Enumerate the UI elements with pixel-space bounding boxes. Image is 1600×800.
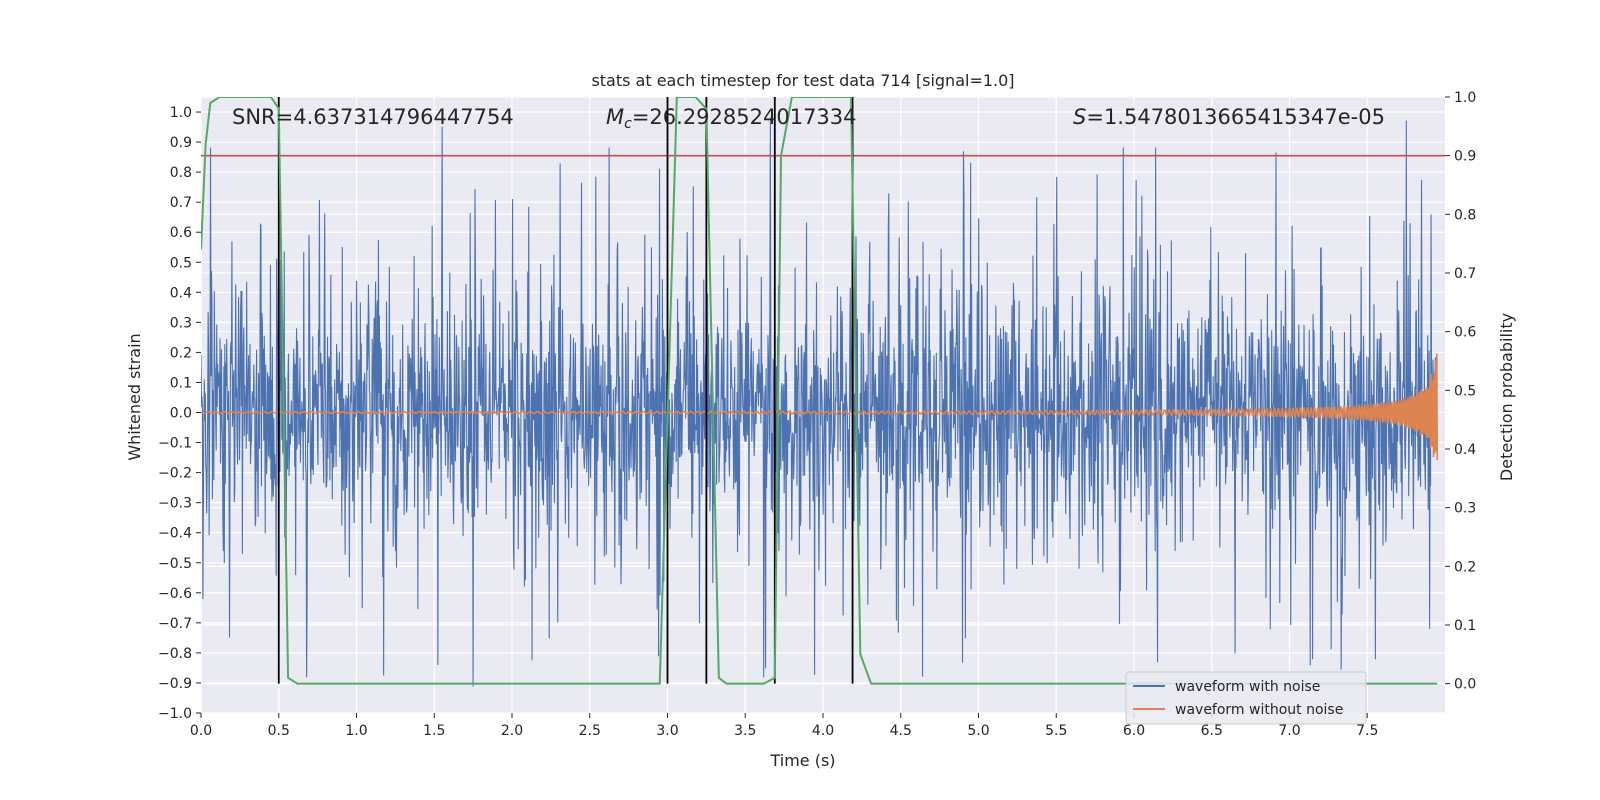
y-tick-label-right: 0.7 xyxy=(1454,266,1476,282)
x-tick-label: 0.5 xyxy=(268,723,290,739)
y-tick-label-left: −0.9 xyxy=(158,676,192,692)
series-waveform-with-noise xyxy=(201,117,1438,687)
x-tick-label: 6.0 xyxy=(1123,723,1145,739)
y-axis-left-ticks: −1.0 −0.9 −0.8 −0.7 −0.6 −0.5 −0.4 −0.3 −0.2 −0.1… xyxy=(158,105,201,722)
x-tick-label: 4.5 xyxy=(890,723,912,739)
y-axis-right-label: Detection probability xyxy=(1497,313,1516,481)
y-tick-label-left: −0.6 xyxy=(158,586,192,602)
x-tick-label: 7.0 xyxy=(1278,723,1300,739)
x-tick-label: 5.5 xyxy=(1045,723,1067,739)
y-tick-label-left: −0.8 xyxy=(158,646,192,662)
y-tick-label-left: −0.1 xyxy=(158,436,192,452)
y-tick-label-right: 0.9 xyxy=(1454,149,1476,165)
waveform-without-noise-line xyxy=(201,353,1439,461)
y-tick-label-left: 0.0 xyxy=(170,406,192,422)
y-tick-label-left: −0.7 xyxy=(158,616,192,632)
y-tick-label-left: −0.3 xyxy=(158,496,192,512)
y-tick-label-right: 0.0 xyxy=(1454,677,1476,693)
chirp-mass-subscript: c xyxy=(624,116,632,132)
y-tick-label-right: 0.3 xyxy=(1454,501,1476,517)
series-waveform-without-noise xyxy=(201,353,1439,461)
y-tick-label-right: 0.4 xyxy=(1454,442,1476,458)
y-tick-label-right: 0.1 xyxy=(1454,618,1476,634)
y-tick-label-left: −1.0 xyxy=(158,706,192,722)
y-axis-right-ticks: 0.0 0.1 0.2 0.3 0.4 0.5 0.6 0.7 0.8 0.9 1.0 xyxy=(1445,90,1476,693)
chirp-mass-annotation: Mc=26.2928524017334 xyxy=(606,105,857,132)
x-tick-label: 2.5 xyxy=(579,723,601,739)
y-tick-label-left: 0.2 xyxy=(170,345,192,361)
y-tick-label-left: 0.4 xyxy=(170,285,192,301)
snr-annotation: SNR=4.637314796447754 xyxy=(232,105,514,129)
y-tick-label-left: 0.8 xyxy=(170,165,192,181)
x-tick-label: 1.5 xyxy=(423,723,445,739)
y-tick-label-left: −0.5 xyxy=(158,556,192,572)
x-tick-label: 4.0 xyxy=(812,723,834,739)
y-tick-label-right: 0.5 xyxy=(1454,383,1476,399)
s-annotation: S=1.5478013665415347e-05 xyxy=(1073,105,1385,129)
legend: waveform with noise waveform without noi… xyxy=(1125,671,1367,725)
x-tick-label: 1.0 xyxy=(345,723,367,739)
y-tick-label-left: 0.9 xyxy=(170,135,192,151)
y-tick-label-left: −0.2 xyxy=(158,466,192,482)
x-axis-ticks: 0.0 0.5 1.0 1.5 2.0 2.5 3.0 3.5 4.0 4.5 5.0 5.5 6.0 6… xyxy=(190,713,1378,739)
legend-label-clean: waveform without noise xyxy=(1175,702,1343,718)
chart-title: stats at each timestep for test data 714… xyxy=(591,71,1014,90)
s-value: =1.5478013665415347e-05 xyxy=(1086,105,1385,129)
x-tick-label: 3.0 xyxy=(656,723,678,739)
y-axis-left-label: Whitened strain xyxy=(125,333,144,460)
y-tick-label-left: 0.6 xyxy=(170,225,192,241)
x-axis-label: Time (s) xyxy=(769,751,835,770)
y-tick-label-left: 0.5 xyxy=(170,255,192,271)
y-tick-label-left: 0.3 xyxy=(170,315,192,331)
x-tick-label: 6.5 xyxy=(1201,723,1223,739)
y-tick-label-right: 0.8 xyxy=(1454,207,1476,223)
y-tick-label-right: 0.2 xyxy=(1454,559,1476,575)
x-tick-label: 3.5 xyxy=(734,723,756,739)
chirp-mass-symbol: M xyxy=(606,105,624,129)
y-tick-label-right: 1.0 xyxy=(1454,90,1476,106)
y-tick-label-left: −0.4 xyxy=(158,526,192,542)
x-tick-label: 7.5 xyxy=(1356,723,1378,739)
waveform-with-noise-line xyxy=(201,117,1438,687)
s-symbol: S xyxy=(1073,105,1086,129)
x-tick-label: 0.0 xyxy=(190,723,212,739)
x-tick-label: 2.0 xyxy=(501,723,523,739)
y-tick-label-left: 1.0 xyxy=(170,105,192,121)
x-tick-label: 5.0 xyxy=(967,723,989,739)
chirp-mass-value: =26.2928524017334 xyxy=(632,105,857,129)
y-tick-label-left: 0.1 xyxy=(170,375,192,391)
legend-label-noise: waveform with noise xyxy=(1175,679,1320,695)
legend-box xyxy=(1125,671,1367,725)
y-tick-label-left: 0.7 xyxy=(170,195,192,211)
y-tick-label-right: 0.6 xyxy=(1454,325,1476,341)
